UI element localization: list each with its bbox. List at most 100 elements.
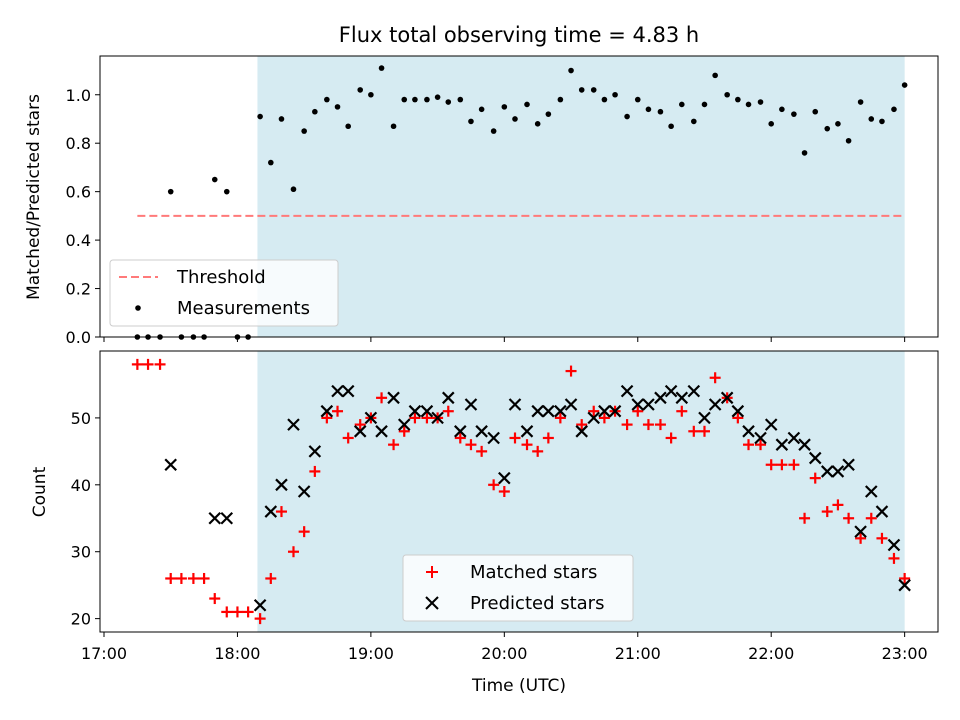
measurement-point: [901, 82, 908, 88]
matched-point: [565, 365, 577, 377]
predicted-point: [164, 458, 178, 472]
matched-point: [743, 439, 755, 451]
count-xtick-label: 22:00: [748, 644, 794, 663]
predicted-point: [564, 398, 578, 411]
predicted-point: [675, 391, 689, 405]
predicted-point: [808, 451, 822, 465]
measurement-point: [557, 96, 564, 103]
count-xtick-label: 21:00: [615, 644, 661, 663]
predicted-point: [498, 471, 511, 485]
ratio-ytick-label: 0.6: [66, 183, 91, 202]
measurement-point: [657, 108, 664, 115]
measurement-point: [879, 118, 885, 125]
legend-matched-label: Matched stars: [470, 562, 597, 583]
matched-point: [165, 572, 177, 584]
predicted-point: [520, 425, 534, 438]
ratio-ytick-label: 1.0: [66, 86, 91, 105]
predicted-point: [320, 404, 334, 418]
predicted-point: [487, 431, 500, 445]
measurement-point: [211, 176, 218, 183]
matched-point: [888, 552, 900, 564]
matched-point: [899, 572, 911, 584]
predicted-point: [664, 384, 678, 398]
matched-point: [187, 572, 199, 584]
measurement-point: [345, 123, 351, 130]
measurement-point: [868, 116, 875, 122]
measurement-point: [691, 118, 697, 125]
matched-point: [709, 372, 721, 384]
matched-point: [476, 445, 488, 457]
matched-point: [576, 419, 588, 431]
matched-point: [799, 512, 811, 524]
matched-point: [676, 405, 688, 417]
measurement-point: [891, 106, 897, 113]
ratio-ytick-label: 0.4: [66, 231, 91, 250]
matched-point: [488, 479, 500, 491]
matched-point: [809, 472, 821, 484]
matched-point: [588, 405, 600, 417]
matched-point: [198, 572, 210, 584]
matched-point: [398, 425, 410, 437]
matched-point: [654, 419, 666, 431]
matched-point: [321, 412, 333, 424]
matched-point: [788, 459, 800, 471]
predicted-point: [287, 418, 300, 431]
ratio-ytick-label: 0.0: [66, 328, 91, 347]
matched-point: [442, 405, 454, 417]
legend-measurements-label: Measurements: [177, 298, 310, 319]
measurement-point: [357, 87, 364, 93]
predicted-point: [554, 404, 567, 418]
measurement-point: [424, 96, 430, 103]
measurement-point: [268, 159, 274, 166]
measurement-point: [324, 96, 330, 103]
matched-point: [765, 459, 777, 471]
measurement-point: [412, 96, 418, 103]
predicted-point: [754, 431, 767, 445]
ratio-ytick-label: 0.8: [66, 134, 91, 153]
predicted-point: [297, 485, 311, 498]
measurement-point: [678, 101, 685, 108]
predicted-point: [397, 418, 411, 431]
matched-point: [732, 412, 744, 424]
measurement-point: [478, 106, 485, 113]
predicted-point: [375, 425, 388, 438]
measurement-point: [568, 67, 574, 74]
predicted-point: [775, 438, 789, 451]
measurement-point: [724, 91, 730, 98]
predicted-point: [698, 411, 711, 425]
predicted-point: [608, 404, 622, 418]
matched-point: [542, 432, 554, 444]
measurement-point: [301, 128, 307, 134]
matched-point: [209, 593, 221, 605]
ratio-legend: Threshold Measurements: [109, 259, 339, 327]
measurement-point: [735, 96, 741, 103]
measurement-point: [578, 87, 585, 93]
legend-measurements-swatch: [135, 305, 141, 311]
measurement-point: [434, 94, 441, 100]
matched-point: [421, 412, 433, 424]
measurement-point: [312, 108, 318, 115]
measurement-point: [590, 87, 597, 93]
matched-point: [876, 532, 888, 544]
measurement-point: [835, 121, 841, 127]
ratio-shaded-region: [257, 56, 905, 337]
matched-point: [509, 432, 521, 444]
predicted-point: [441, 391, 455, 405]
measurement-point: [745, 101, 752, 108]
predicted-point: [842, 458, 855, 472]
count-xtick-label: 18:00: [214, 644, 260, 663]
measurement-point: [390, 123, 397, 130]
matched-point: [142, 358, 154, 370]
matched-point: [265, 572, 277, 584]
predicted-point: [331, 384, 344, 398]
count-ytick-label: 20: [71, 610, 91, 629]
measurement-point: [445, 99, 452, 105]
predicted-point: [764, 418, 778, 431]
measurement-point: [334, 104, 341, 110]
measurement-point: [624, 113, 630, 120]
predicted-point: [587, 411, 601, 425]
predicted-point: [875, 505, 889, 518]
matched-point: [376, 392, 388, 404]
measurement-point: [768, 121, 775, 127]
count-panel: 20 30 40 50 17:00 18:00 19:00 20:00 21:00 22:00 2…: [30, 350, 939, 696]
